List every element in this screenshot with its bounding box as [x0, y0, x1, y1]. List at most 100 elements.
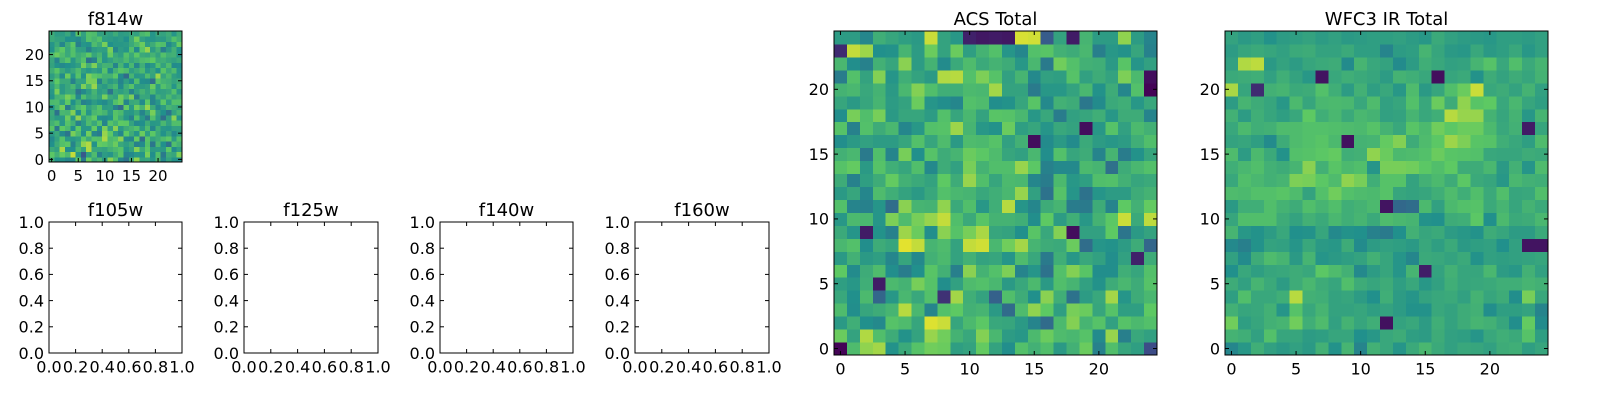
heatmap-cell — [1092, 160, 1106, 175]
heatmap-cell — [872, 251, 887, 265]
heatmap-cell — [102, 83, 109, 90]
heatmap-cell — [75, 36, 82, 42]
heatmap-cell — [911, 43, 925, 58]
heatmap-cell — [989, 134, 1003, 149]
heatmap-cell — [963, 31, 977, 45]
heatmap-cell — [1328, 69, 1342, 84]
heatmap-cell — [1144, 108, 1158, 123]
heatmap-cell — [963, 108, 977, 123]
heatmap-cell — [1237, 199, 1252, 213]
heatmap-cell — [123, 104, 130, 111]
heatmap-cell — [49, 36, 55, 42]
heatmap-cell — [1079, 147, 1093, 162]
heatmap-cell — [75, 109, 82, 116]
heatmap-cell — [123, 151, 130, 158]
heatmap-cell — [885, 56, 900, 71]
heatmap-cell — [1027, 212, 1042, 226]
heatmap-cell — [102, 125, 109, 132]
heatmap-cell — [86, 67, 93, 74]
heatmap-cell — [1027, 225, 1042, 239]
heatmap-cell — [1380, 277, 1394, 291]
heatmap-cell — [176, 146, 183, 153]
heatmap-cell — [171, 41, 178, 48]
heatmap-cell — [118, 109, 124, 116]
heatmap-cell — [1225, 238, 1239, 252]
heatmap-cell — [1118, 303, 1132, 317]
heatmap-cell — [166, 31, 172, 37]
x-tick-label: 0 — [1226, 360, 1236, 379]
heatmap-cell — [924, 82, 938, 97]
heatmap-cell — [859, 342, 874, 356]
heatmap-cell — [1315, 147, 1329, 162]
heatmap-cell — [1276, 160, 1291, 175]
heatmap-cell — [1431, 43, 1446, 58]
heatmap-cell — [1431, 316, 1446, 330]
heatmap-cell — [54, 41, 61, 48]
heatmap-cell — [1066, 251, 1080, 265]
heatmap-cell — [1014, 82, 1029, 97]
heatmap-cell — [1328, 225, 1342, 239]
heatmap-cell — [155, 135, 162, 142]
heatmap-cell — [1354, 43, 1368, 58]
heatmap-cell — [139, 31, 146, 37]
heatmap-cell — [1092, 108, 1106, 123]
heatmap-cell — [1444, 186, 1459, 200]
heatmap-cell — [134, 57, 140, 63]
heatmap-cell — [80, 51, 87, 58]
heatmap-cell — [176, 67, 183, 74]
heatmap-cell — [1302, 147, 1316, 162]
heatmap-cell — [107, 72, 114, 79]
heatmap-cell — [989, 277, 1003, 291]
heatmap-cell — [1457, 56, 1471, 71]
heatmap-cell — [872, 31, 887, 45]
heatmap-cell — [1457, 212, 1471, 226]
heatmap-cell — [1118, 134, 1132, 149]
heatmap-cell — [155, 93, 162, 100]
heatmap-cell — [1250, 212, 1265, 226]
x-tick-label: 0.4 — [285, 358, 310, 377]
heatmap-cell — [171, 130, 178, 137]
heatmap-cell — [59, 51, 66, 58]
heatmap-cell — [160, 88, 167, 95]
heatmap-cell — [1105, 225, 1119, 239]
heatmap-cell — [898, 290, 913, 304]
heatmap-cell — [1066, 290, 1080, 304]
y-tick-label: 0.0 — [410, 344, 435, 363]
heatmap-cell — [64, 31, 71, 37]
f125w-title: f125w — [283, 200, 338, 221]
heatmap-cell — [924, 160, 938, 175]
heatmap-cell — [1535, 121, 1549, 136]
heatmap-cell — [1014, 303, 1029, 317]
heatmap-cell — [128, 141, 135, 147]
heatmap-cell — [70, 130, 77, 137]
heatmap-cell — [139, 88, 146, 95]
heatmap-cell — [150, 146, 156, 153]
heatmap-cell — [872, 108, 887, 123]
heatmap-cell — [118, 51, 124, 58]
heatmap-cell — [1392, 225, 1407, 239]
heatmap-cell — [1509, 290, 1523, 304]
heatmap-cell — [64, 72, 71, 79]
heatmap-cell — [91, 93, 98, 100]
heatmap-cell — [118, 125, 124, 132]
heatmap-cell — [1276, 264, 1291, 278]
heatmap-cell — [1431, 290, 1446, 304]
heatmap-cell — [118, 114, 124, 121]
heatmap-cell — [1014, 160, 1029, 175]
heatmap-cell — [1418, 238, 1433, 252]
heatmap-cell — [937, 277, 951, 291]
heatmap-cell — [989, 173, 1003, 188]
heatmap-cell — [1367, 316, 1381, 330]
heatmap-cell — [139, 130, 146, 137]
x-tick-label: 1.0 — [560, 358, 585, 377]
x-tick-label: 0.4 — [480, 358, 505, 377]
heatmap-cell — [59, 135, 66, 142]
heatmap-cell — [155, 120, 162, 126]
heatmap-cell — [1250, 173, 1265, 188]
heatmap-cell — [1079, 134, 1093, 149]
heatmap-cell — [1418, 108, 1433, 123]
heatmap-cell — [1066, 277, 1080, 291]
heatmap-cell — [1250, 69, 1265, 84]
heatmap-cell — [123, 36, 130, 42]
heatmap-cell — [1496, 225, 1510, 239]
